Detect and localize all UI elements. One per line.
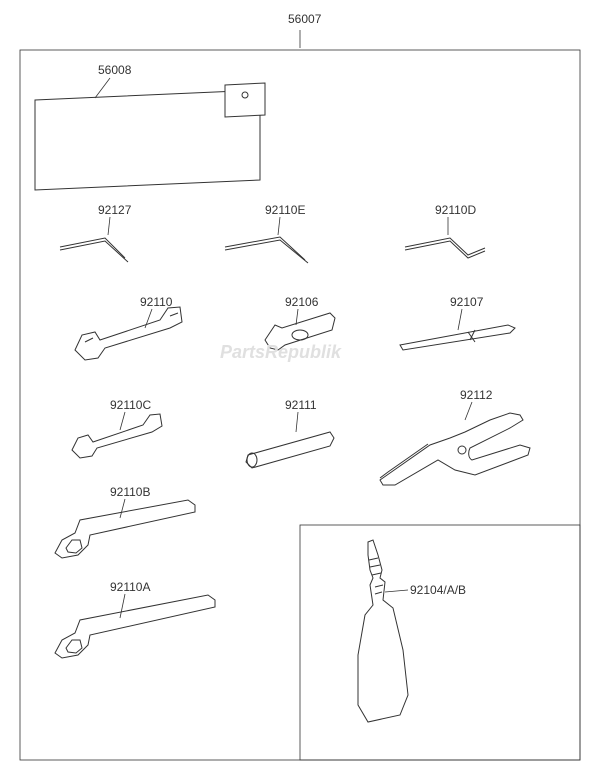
label-92110c: 92110C	[110, 398, 151, 412]
grease-tube-icon	[358, 540, 408, 722]
label-56008: 56008	[98, 63, 131, 77]
label-92110: 92110	[140, 295, 172, 309]
box-wrench-92110a-icon	[55, 594, 215, 658]
label-92112: 92112	[460, 388, 492, 402]
hex-key-92110d-icon	[405, 217, 485, 258]
wrench-92110-icon	[75, 307, 182, 360]
tool-bag-icon	[35, 78, 265, 190]
label-56007: 56007	[288, 12, 321, 26]
label-92110a: 92110A	[110, 580, 150, 594]
label-92106: 92106	[285, 295, 318, 309]
label-92104: 92104/A/B	[410, 583, 466, 597]
label-92110e: 92110E	[265, 203, 305, 217]
hex-key-92110e-icon	[225, 217, 308, 263]
label-92111: 92111	[285, 398, 317, 412]
driver-grip-icon	[265, 309, 335, 350]
diagram-svg	[0, 0, 600, 775]
label-92110b: 92110B	[110, 485, 150, 499]
label-92127: 92127	[98, 203, 131, 217]
pliers-icon	[380, 402, 530, 485]
label-92107: 92107	[450, 295, 483, 309]
tube-tool-icon	[246, 412, 334, 468]
box-wrench-92110b-icon	[55, 499, 195, 558]
screwdriver-bit-icon	[400, 309, 515, 350]
hex-key-92127-icon	[60, 217, 128, 262]
label-92110d: 92110D	[435, 203, 476, 217]
wrench-92110c-icon	[72, 412, 162, 458]
parts-diagram: 56007 56008 92127 92110E 92110D 92110 92…	[0, 0, 600, 775]
inner-frame	[300, 525, 580, 760]
